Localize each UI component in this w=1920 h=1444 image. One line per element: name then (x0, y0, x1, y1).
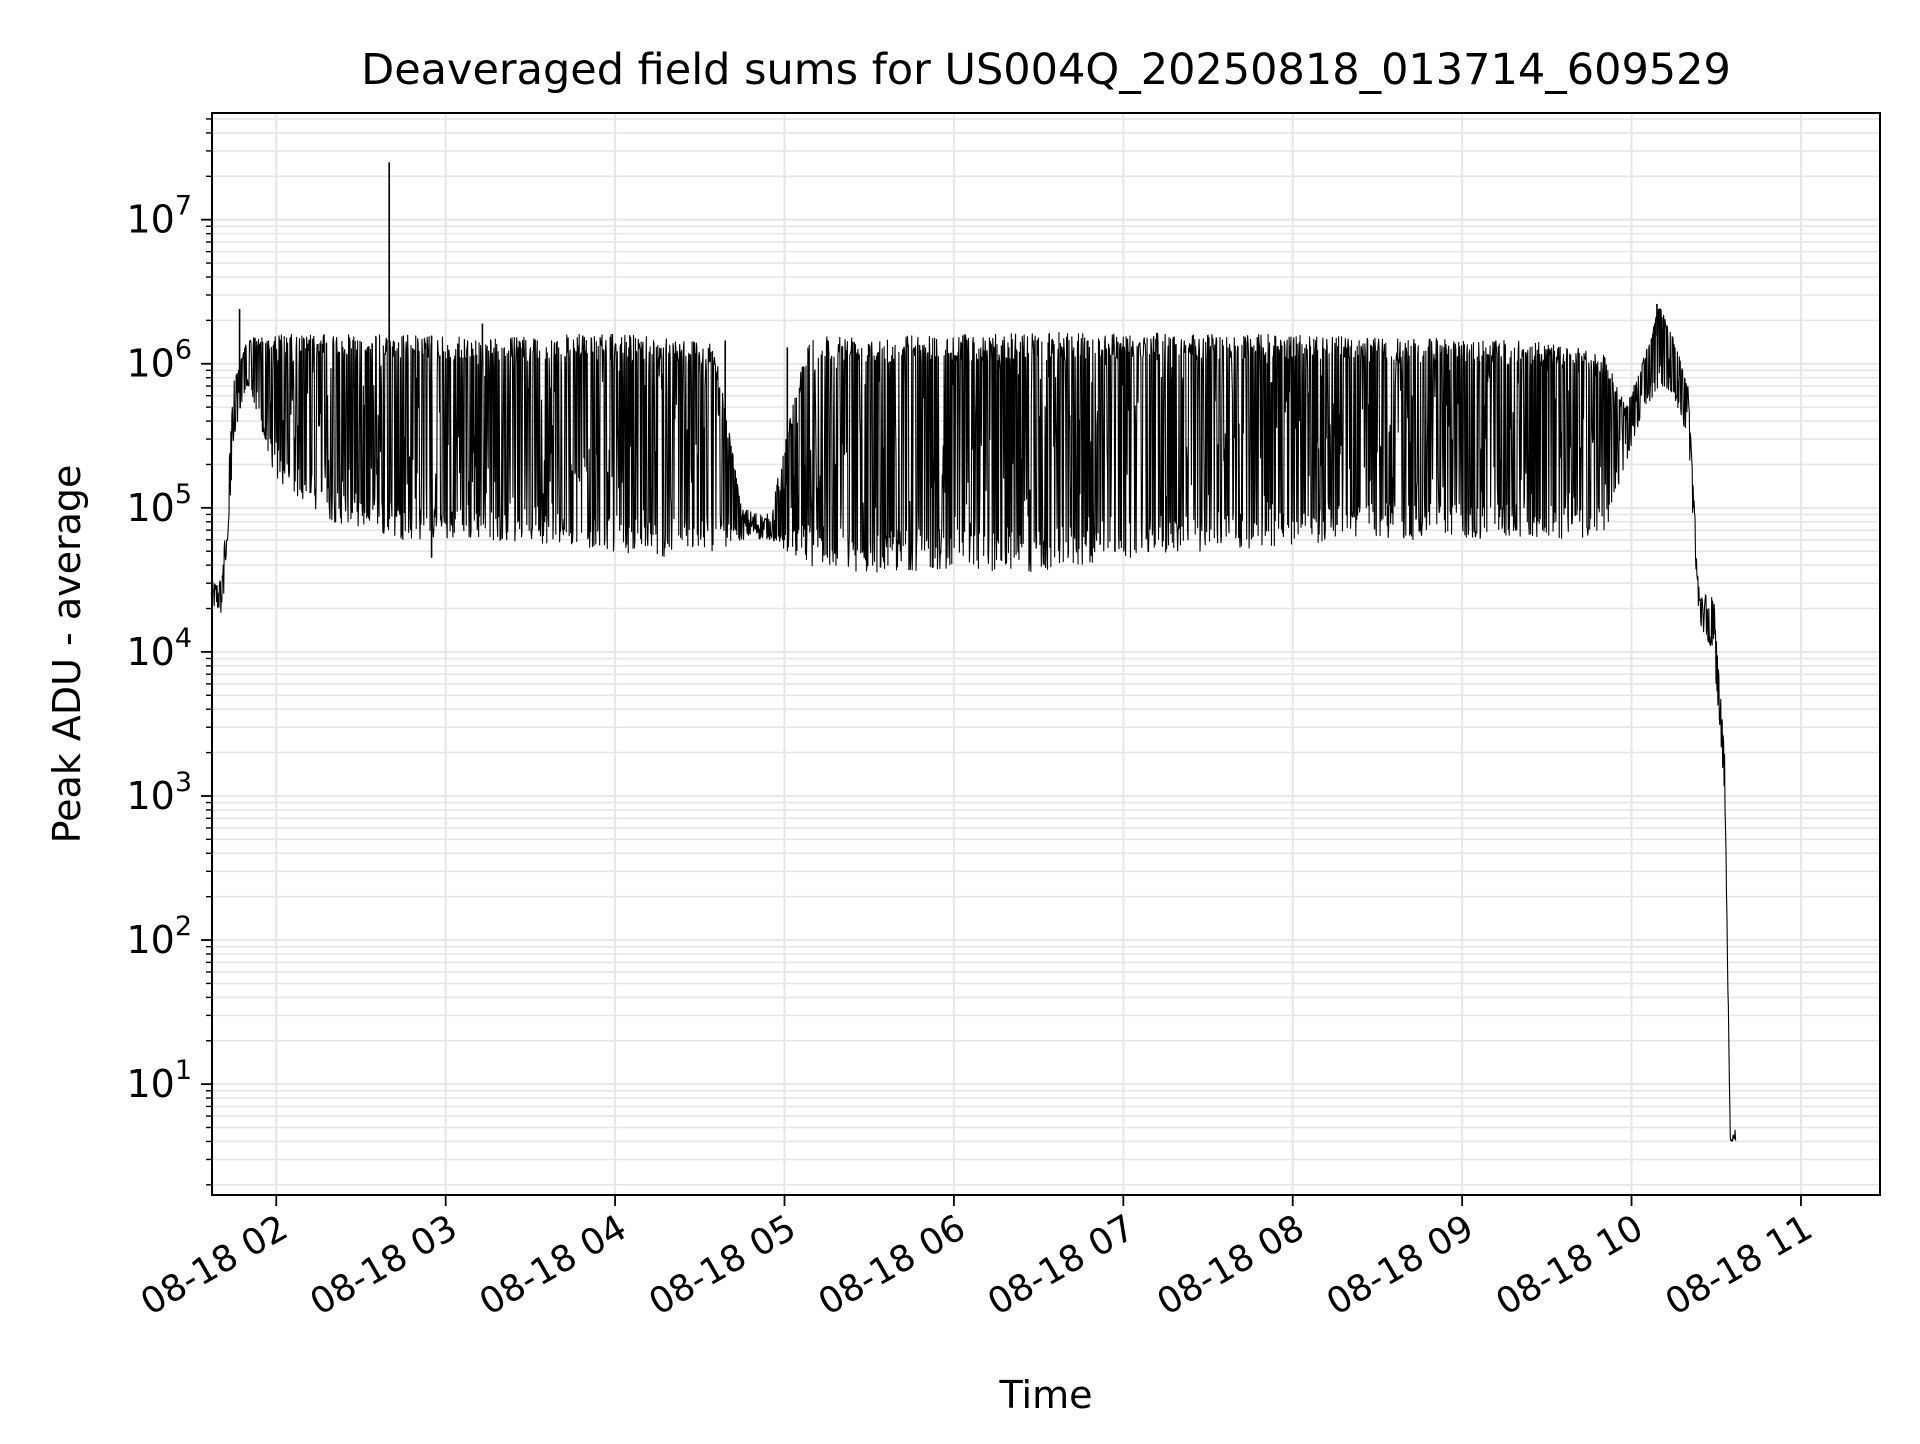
y-tick-label: 107 (126, 191, 192, 242)
y-tick-label: 102 (126, 911, 192, 962)
y-tick-label: 106 (126, 335, 192, 386)
y-tick-label: 104 (126, 623, 192, 674)
y-axis-label: Peak ADU - average (45, 465, 89, 844)
plot-area-frame (211, 112, 1881, 1196)
series-line (210, 308, 1737, 1142)
series-layer (210, 162, 1737, 1142)
y-tick-label: 101 (126, 1055, 192, 1106)
y-tick-label: 105 (126, 479, 192, 530)
chart-title: Deaveraged field sums for US004Q_2025081… (361, 45, 1731, 95)
x-axis-label: Time (999, 1373, 1093, 1417)
grid-layer (212, 113, 1880, 1195)
y-tick-label: 103 (126, 767, 192, 818)
